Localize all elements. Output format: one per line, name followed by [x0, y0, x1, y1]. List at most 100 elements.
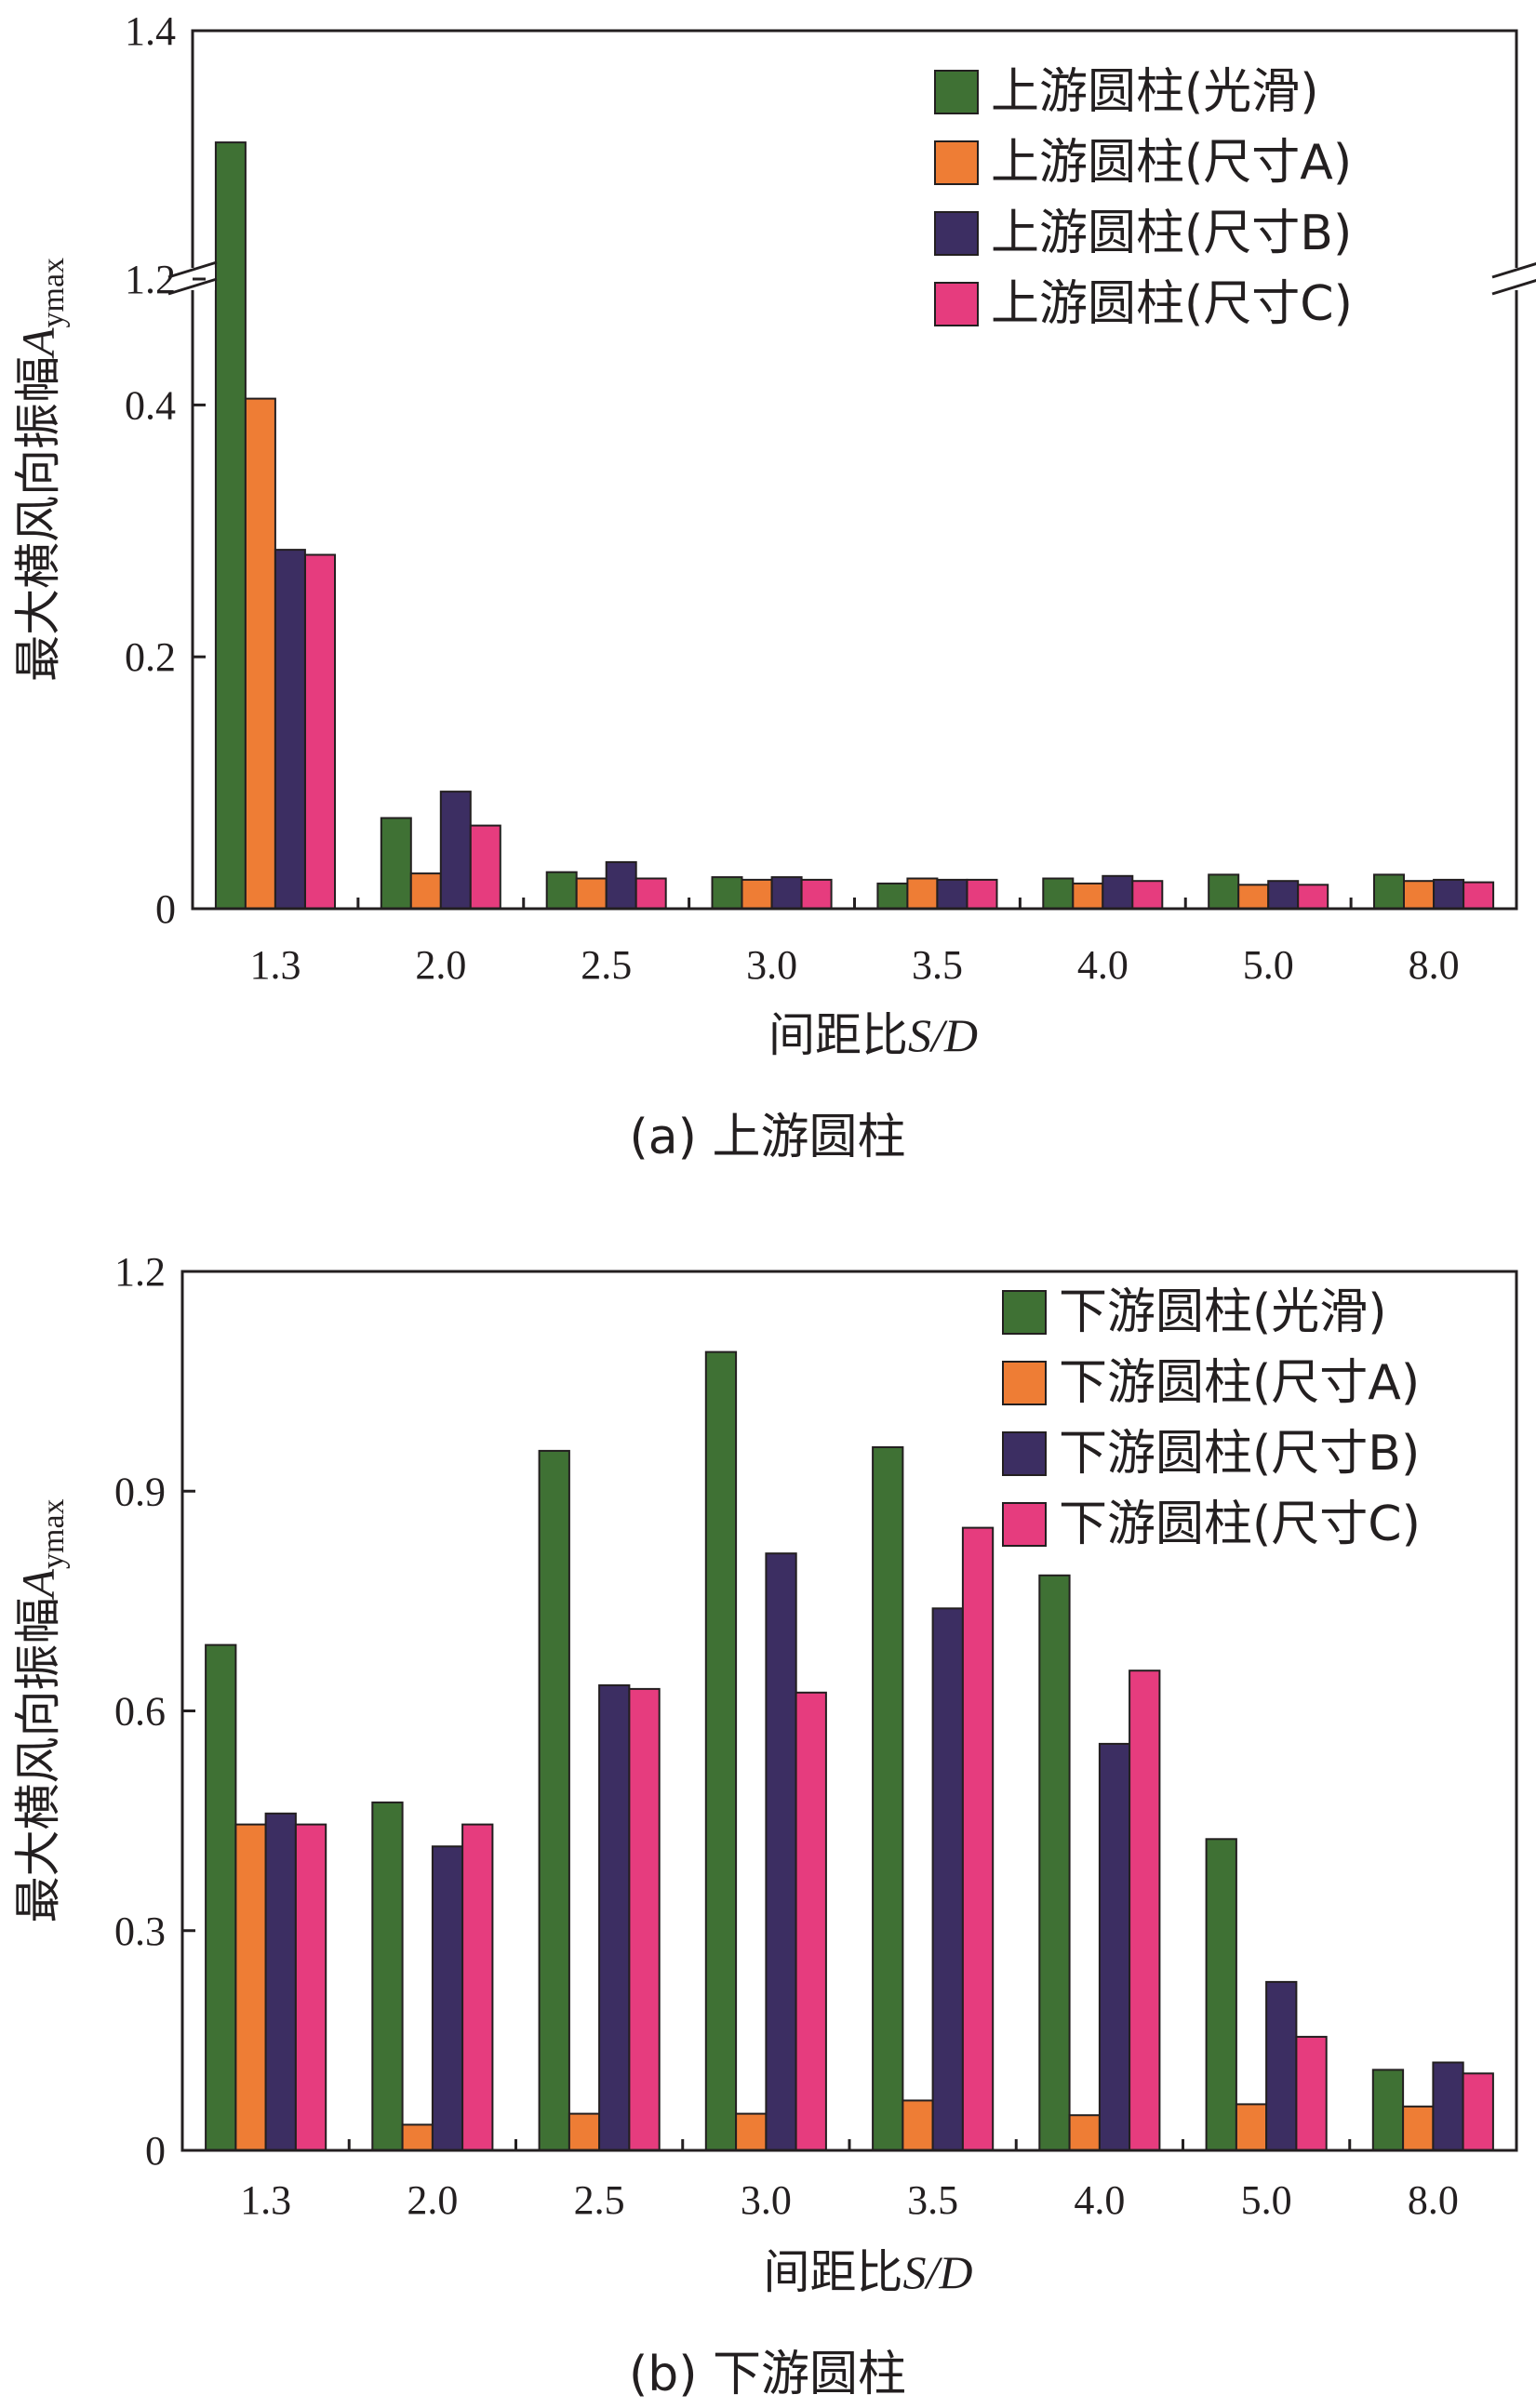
bar-a-sizeA-4.0 [1072, 882, 1104, 911]
y-axis-title-sub: ymax [36, 258, 71, 328]
y-axis-title-var: A [12, 1569, 64, 1601]
legend-swatch-sizeA [934, 140, 979, 185]
bar-b-sizeB-5.0 [1265, 1980, 1298, 2151]
bar-b-sizeB-3.5 [931, 1607, 964, 2152]
bar-b-sizeB-8.0 [1432, 2061, 1464, 2151]
x-tick-label: 3.5 [907, 2177, 958, 2223]
legend-label-sizeC: 上游圆柱(尺寸C) [991, 276, 1353, 332]
y-axis-title-sub: ymax [36, 1498, 71, 1569]
bar-a-sizeC-2.0 [469, 824, 501, 910]
bar-a-sizeA-8.0 [1403, 880, 1435, 911]
x-tick-label: 4.0 [1077, 942, 1129, 988]
y-axis-title-var: A [12, 327, 64, 359]
bar-a-smooth-8.0 [1373, 873, 1405, 911]
bar-a-sizeA-3.0 [741, 878, 773, 911]
bar-b-sizeA-4.0 [1068, 2114, 1101, 2151]
legend-label-sizeA: 下游圆柱(尺寸A) [1059, 1355, 1420, 1411]
y-tick-label: 0 [145, 2128, 166, 2174]
x-tick-label: 3.5 [912, 942, 963, 988]
bar-b-smooth-8.0 [1371, 2069, 1405, 2151]
bar-b-sizeA-2.0 [401, 2123, 434, 2151]
y-axis-title-text: 最大横风向振幅 [11, 356, 65, 682]
y-tick-label: 0.2 [125, 634, 176, 680]
y-axis-title: 最大横风向振幅Aymax [11, 1498, 71, 1922]
x-tick-label: 2.0 [415, 942, 466, 988]
bar-b-sizeA-3.5 [902, 2099, 934, 2151]
bar-a-sizeB-2.0 [439, 791, 472, 910]
bar-b-sizeA-2.5 [568, 2112, 601, 2152]
panel-caption: (b) 下游圆柱 [629, 2347, 906, 2402]
bar-a-sizeA-2.5 [575, 877, 608, 910]
bar-a-sizeB-3.5 [936, 878, 968, 911]
bar-b-sizeA-1.3 [234, 1823, 267, 2151]
bar-a-sizeC-3.5 [966, 878, 998, 911]
bar-a-sizeA-1.3 [244, 397, 276, 911]
bar-a-smooth-3.5 [876, 882, 909, 911]
bar-a-sizeC-1.3 [304, 553, 336, 910]
bar-a-sizeB-4.0 [1102, 874, 1134, 910]
bar-b-sizeC-2.5 [628, 1687, 661, 2152]
bar-b-smooth-3.0 [704, 1350, 738, 2151]
bar-b-sizeA-8.0 [1402, 2105, 1435, 2152]
axis-break-mark [1491, 278, 1536, 296]
panel-b: 0 0.3 0.6 0.9 1.2 1.3 2.0 2.5 3.0 3.5 4.0 5.0 8.0 间距比… [11, 1249, 1518, 2402]
bar-b-sizeC-4.0 [1129, 1670, 1161, 2151]
x-tick-label: 2.5 [574, 2177, 625, 2223]
bar-b-sizeA-5.0 [1235, 2103, 1268, 2151]
bar-a-sizeA-5.0 [1237, 884, 1270, 910]
x-tick-label: 3.0 [741, 2177, 792, 2223]
bar-a-sizeC-2.5 [634, 877, 667, 910]
bar-b-sizeC-2.0 [461, 1823, 494, 2151]
bar-b-sizeC-3.5 [961, 1526, 995, 2151]
legend-label-sizeC: 下游圆柱(尺寸C) [1059, 1497, 1421, 1552]
legend-swatch-sizeA [1002, 1361, 1047, 1405]
legend-swatch-sizeB [1002, 1431, 1047, 1476]
bar-a-smooth-2.0 [380, 817, 412, 910]
bar-a-smooth-2.5 [545, 871, 578, 911]
bar-a-sizeA-2.0 [409, 872, 442, 910]
legend-swatch-smooth [934, 70, 979, 114]
bar-a-sizeA-3.5 [906, 877, 939, 910]
bar-b-smooth-2.0 [371, 1801, 404, 2152]
y-axis-title: 最大横风向振幅Aymax [11, 258, 71, 682]
axis-break-mark [1491, 261, 1536, 279]
legend-swatch-smooth [1002, 1290, 1047, 1335]
bar-b-sizeB-3.0 [765, 1552, 797, 2151]
y-tick-label: 0.3 [114, 1909, 166, 1954]
x-axis-title-text: 间距比 [764, 2245, 903, 2299]
y-tick-label: 0.9 [114, 1469, 166, 1514]
y-tick-label: 1.2 [125, 257, 176, 302]
legend-swatch-sizeB [934, 211, 979, 256]
bar-b-sizeA-3.0 [735, 2112, 768, 2152]
bar-a-sizeB-8.0 [1433, 878, 1465, 911]
x-axis-title-var: S/D [903, 2246, 973, 2298]
y-axis-title-group: 最大横风向振幅Aymax [11, 1498, 71, 1922]
y-tick-label: 1.4 [125, 8, 176, 54]
bar-b-smooth-3.5 [872, 1446, 904, 2151]
x-axis-title: 间距比S/D [768, 1008, 978, 1062]
bar-a-sizeB-5.0 [1267, 880, 1300, 911]
legend-label-sizeB: 上游圆柱(尺寸B) [991, 206, 1352, 261]
legend-swatch-sizeC [1002, 1502, 1047, 1547]
axis-break-mark [167, 260, 218, 279]
bar-a-sizeB-2.5 [605, 860, 637, 911]
x-tick-label: 5.0 [1241, 2177, 1292, 2223]
legend-label-sizeB: 下游圆柱(尺寸B) [1059, 1426, 1420, 1482]
bar-b-sizeC-5.0 [1295, 2035, 1328, 2151]
y-tick-label: 0.6 [114, 1689, 166, 1735]
bar-b-smooth-1.3 [205, 1643, 237, 2151]
bar-b-sizeB-1.3 [264, 1812, 297, 2152]
x-tick-label: 1.3 [249, 942, 301, 988]
bar-a-smooth-3.0 [711, 876, 743, 910]
bar-a-sizeB-1.3 [274, 549, 306, 910]
x-tick-label: 8.0 [1409, 942, 1460, 988]
bar-b-smooth-5.0 [1205, 1838, 1237, 2152]
legend-label-sizeA: 上游圆柱(尺寸A) [991, 135, 1352, 191]
x-tick-label: 2.0 [407, 2177, 458, 2223]
bar-a-sizeC-4.0 [1131, 880, 1164, 911]
x-tick-label: 4.0 [1074, 2177, 1125, 2223]
axis-break-mark [167, 277, 218, 296]
x-tick-label: 1.3 [240, 2177, 291, 2223]
x-axis-title-text: 间距比 [768, 1008, 908, 1062]
